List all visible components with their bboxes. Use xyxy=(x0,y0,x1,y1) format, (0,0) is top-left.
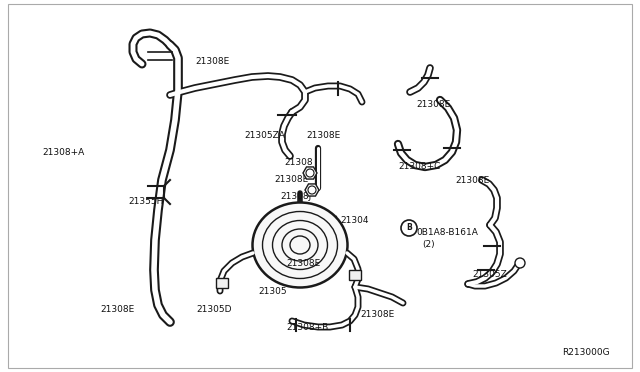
Text: 21308E: 21308E xyxy=(286,259,320,268)
Polygon shape xyxy=(216,278,228,288)
Polygon shape xyxy=(305,184,319,196)
Text: 0B1A8-B161A: 0B1A8-B161A xyxy=(416,228,478,237)
Text: 21308+C: 21308+C xyxy=(398,162,440,171)
Text: 21305: 21305 xyxy=(258,287,287,296)
Text: (2): (2) xyxy=(422,240,435,249)
Circle shape xyxy=(308,186,316,194)
Text: 21308E: 21308E xyxy=(195,57,229,66)
Text: 21305D: 21305D xyxy=(196,305,232,314)
Circle shape xyxy=(515,258,525,268)
Text: R213000G: R213000G xyxy=(562,348,610,357)
Circle shape xyxy=(401,220,417,236)
Polygon shape xyxy=(349,270,361,280)
Ellipse shape xyxy=(253,202,348,288)
Text: 21308E: 21308E xyxy=(416,100,451,109)
Text: 21305ZA: 21305ZA xyxy=(244,131,285,140)
Text: 21308E: 21308E xyxy=(100,305,134,314)
Text: 21308+A: 21308+A xyxy=(42,148,84,157)
Circle shape xyxy=(306,169,314,177)
Polygon shape xyxy=(303,167,317,179)
Text: 21308E: 21308E xyxy=(306,131,340,140)
Text: 21308J: 21308J xyxy=(280,192,311,201)
Text: 21308E: 21308E xyxy=(360,310,394,319)
Text: 21308E: 21308E xyxy=(455,176,489,185)
Text: 21305Z: 21305Z xyxy=(472,270,507,279)
Text: B: B xyxy=(406,224,412,232)
Text: 21308+B: 21308+B xyxy=(286,323,328,332)
Text: 21308E: 21308E xyxy=(274,175,308,184)
Text: 21308: 21308 xyxy=(284,158,312,167)
Text: 21304: 21304 xyxy=(340,216,369,225)
Text: 21355H: 21355H xyxy=(128,197,163,206)
